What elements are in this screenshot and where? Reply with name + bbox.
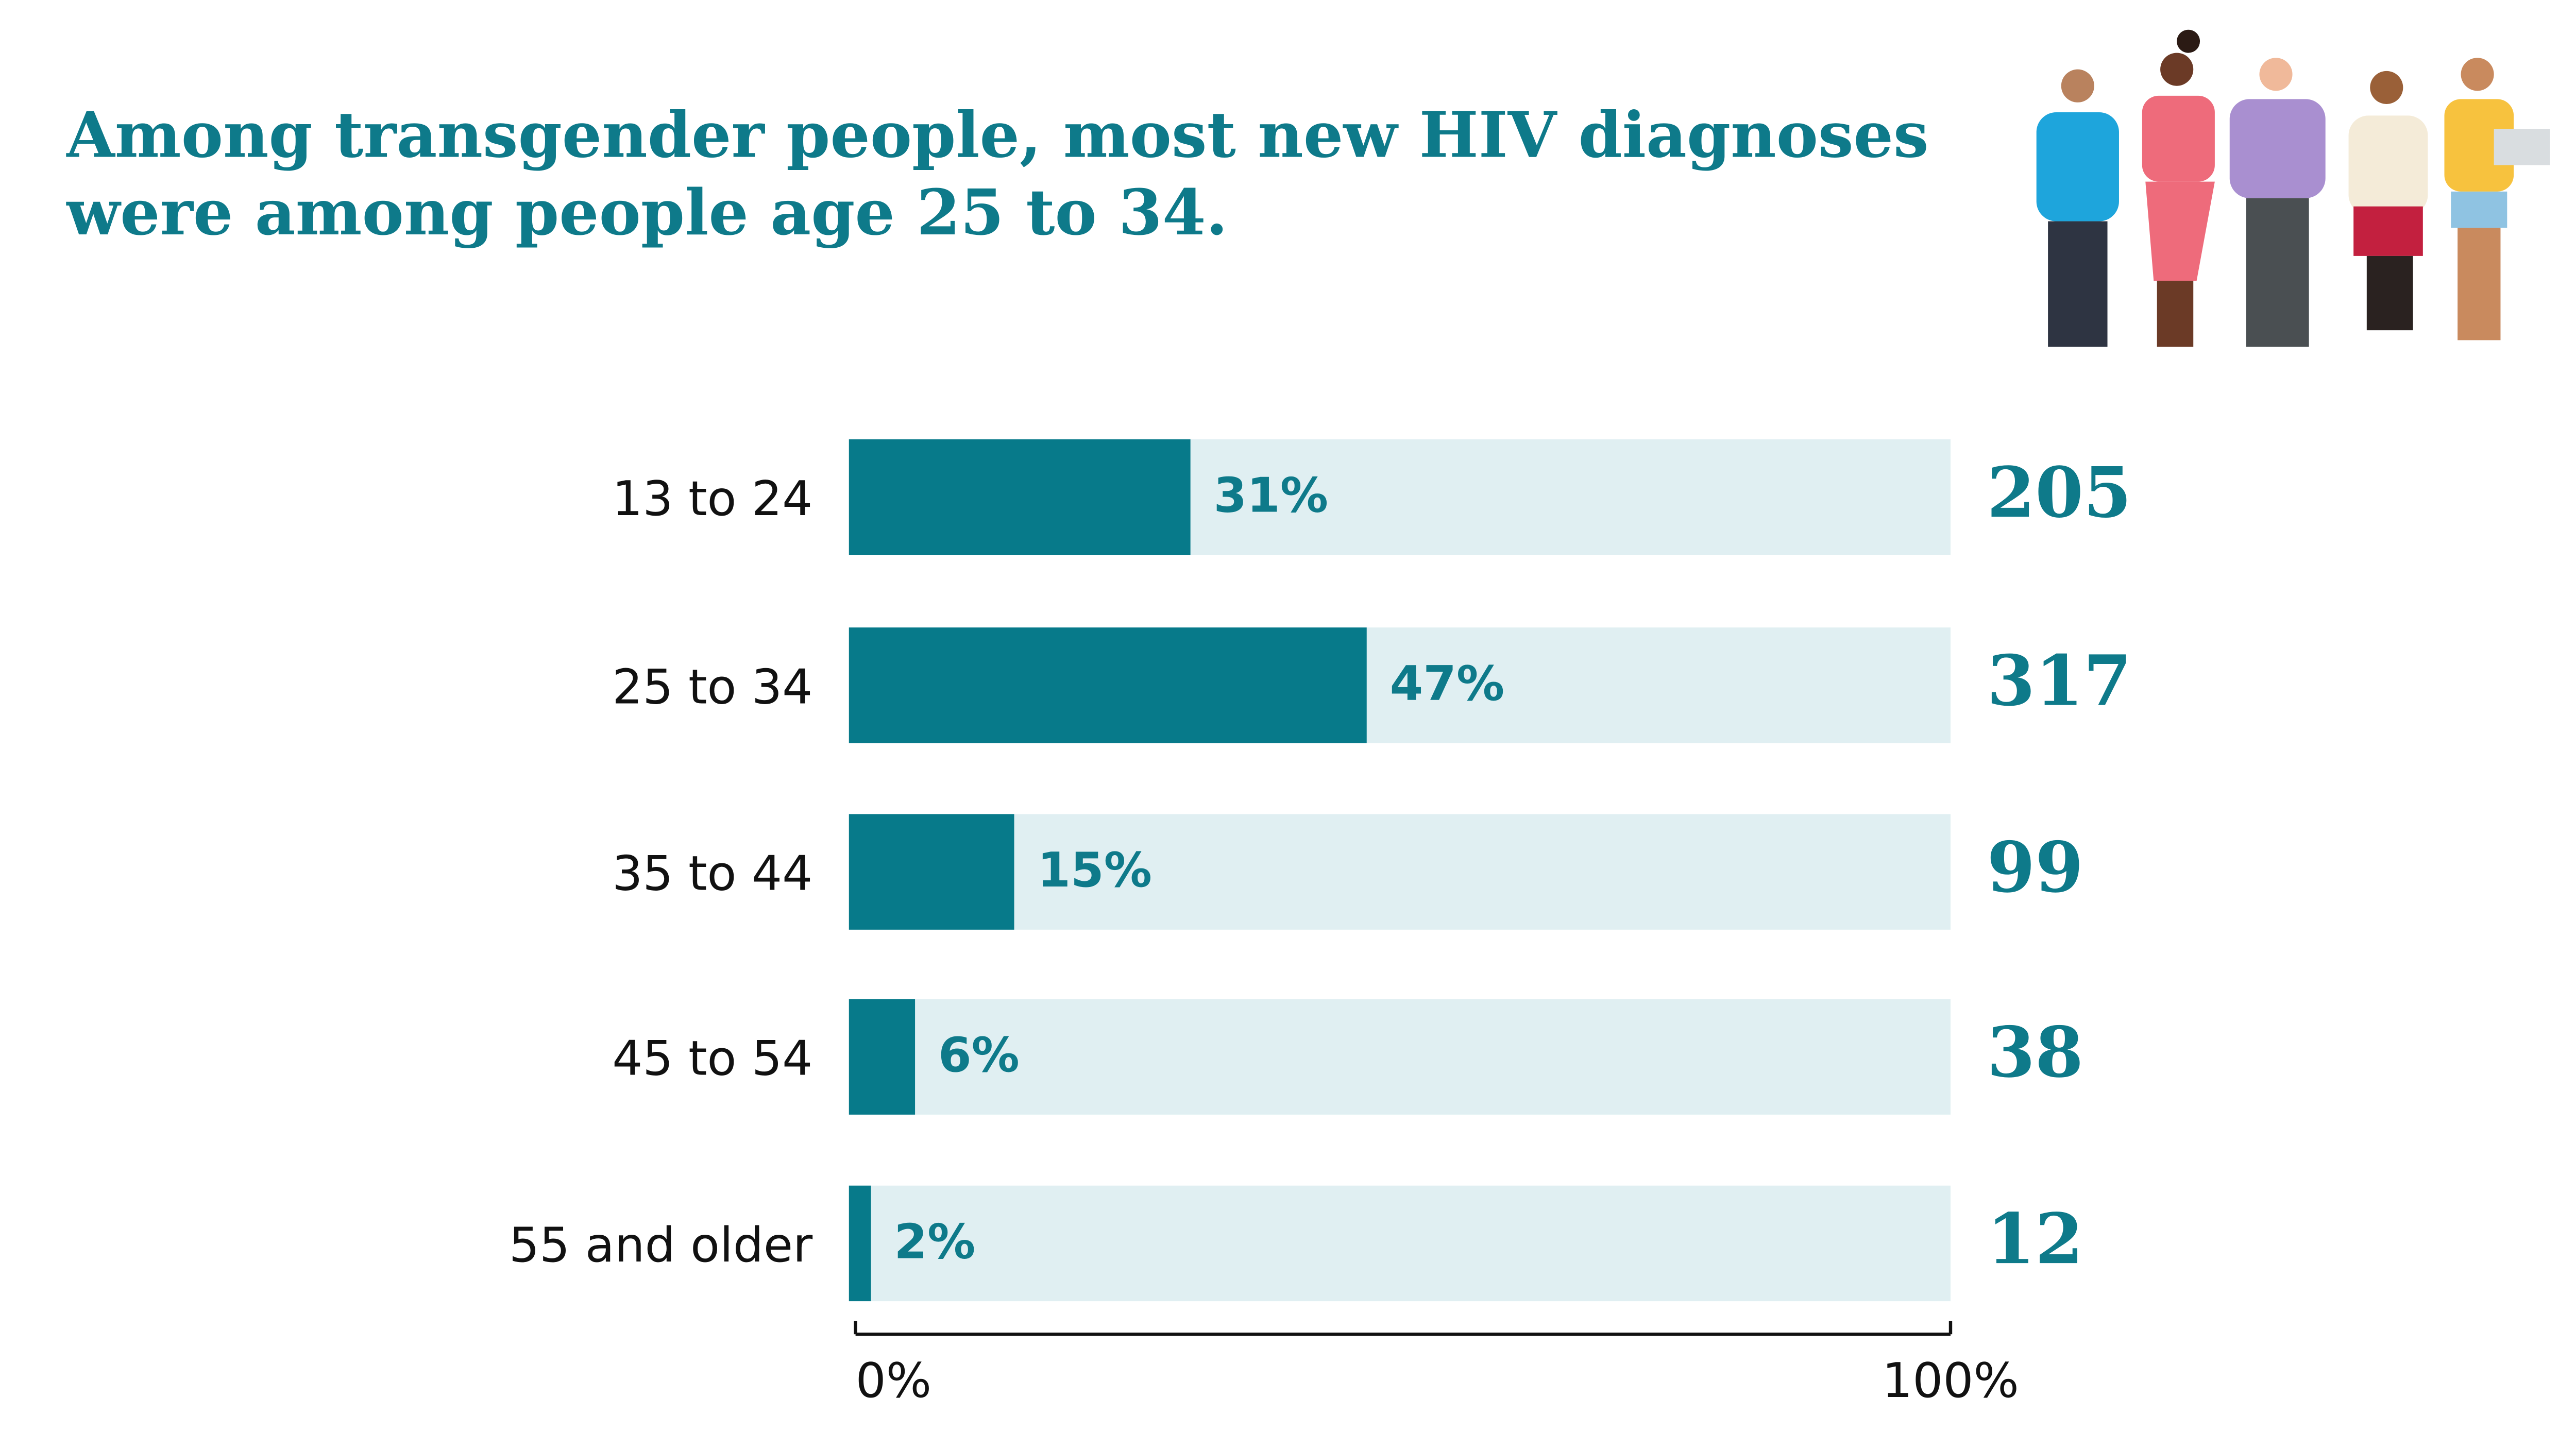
value-label: 6% (938, 1027, 1020, 1083)
count-label: 99 (1987, 827, 2083, 908)
bar-track (849, 1185, 1951, 1302)
bar-track (849, 999, 1951, 1115)
category-label: 35 to 44 (612, 846, 812, 901)
title-box: Among transgender people, most new HIV d… (66, 97, 1929, 250)
count-label: 205 (1987, 452, 2132, 533)
category-label: 45 to 54 (612, 1031, 812, 1086)
count-label: 317 (1987, 640, 2132, 722)
people-illustration (2036, 29, 2550, 347)
bar (849, 814, 1014, 930)
count-label: 12 (1987, 1198, 2083, 1280)
x-tick-label: 0% (856, 1353, 931, 1408)
category-label: 13 to 24 (612, 471, 812, 526)
value-label: 2% (894, 1214, 975, 1269)
chart-title: Among transgender people, most new HIV d… (66, 97, 1929, 250)
value-label: 47% (1390, 656, 1505, 711)
bar (849, 439, 1191, 555)
bar (849, 1185, 871, 1302)
bar-track (849, 814, 1951, 930)
bar (849, 999, 916, 1115)
category-label: 55 and older (509, 1217, 813, 1273)
x-tick-label: 100% (1882, 1353, 2019, 1408)
category-label: 25 to 34 (612, 659, 812, 714)
value-label: 31% (1214, 467, 1329, 523)
count-label: 38 (1987, 1012, 2083, 1093)
value-label: 15% (1037, 842, 1151, 898)
bar (849, 627, 1367, 743)
